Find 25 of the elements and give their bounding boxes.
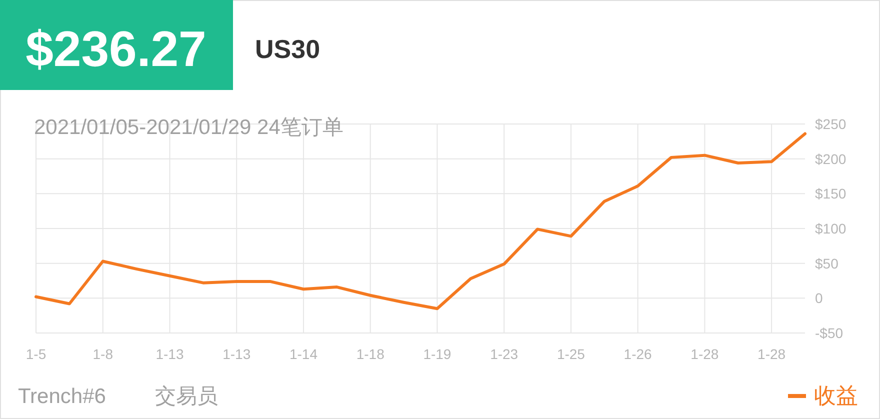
y-tick-label: $150 [815, 186, 846, 202]
x-tick-label: 1-28 [690, 346, 719, 362]
legend-label: 收益 [814, 383, 858, 408]
x-tick-label: 1-23 [490, 346, 518, 362]
y-tick-label: $200 [815, 150, 846, 167]
y-tick-label: -$50 [815, 325, 844, 341]
y-tick-label: $100 [815, 220, 846, 236]
x-tick-label: 1-28 [758, 346, 786, 362]
annotation: 2021/01/05-2021/01/29 24笔订单 [34, 116, 344, 139]
x-tick-label: 1-18 [356, 346, 385, 362]
x-tick-label: 1-26 [624, 346, 652, 362]
x-tick-label: 1-19 [423, 346, 452, 362]
x-tick-label: 1-8 [92, 346, 114, 362]
x-tick-label: 1-13 [222, 346, 251, 362]
text: Trench#6 [18, 385, 106, 408]
chart-title: $236.27 [26, 21, 206, 77]
x-tick-label: 1-14 [289, 346, 318, 362]
x-tick-label: 1-13 [156, 346, 184, 362]
y-tick-label: $250 [815, 116, 846, 132]
y-tick-label: 0 [815, 290, 823, 306]
x-tick-label: 1-25 [556, 346, 586, 362]
text: 交易员 [155, 385, 218, 408]
chart-subtitle: US30 [255, 34, 320, 64]
y-tick-label: $50 [815, 255, 839, 272]
x-tick-label: 1-5 [26, 346, 46, 362]
